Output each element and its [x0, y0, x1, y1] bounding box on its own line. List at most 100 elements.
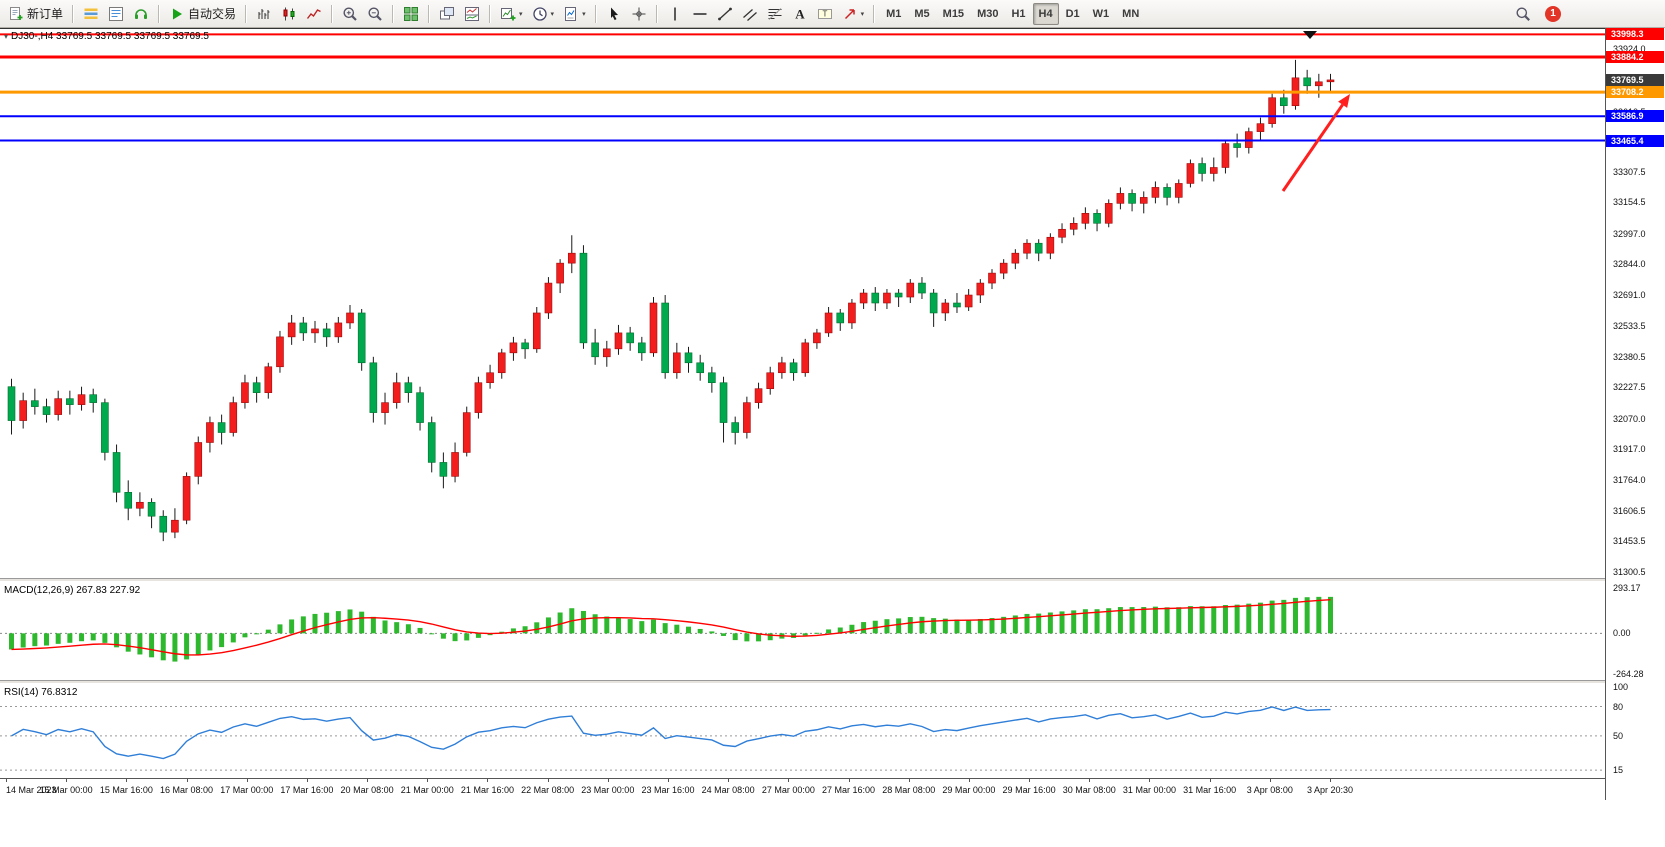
price-tick-label: 32691.0 [1613, 289, 1646, 300]
indicators-button[interactable]: ▾ [496, 3, 527, 25]
time-tick [908, 779, 910, 782]
market-watch-icon [84, 8, 98, 19]
candle-body [1303, 77, 1311, 87]
candle-body [754, 388, 763, 403]
candle-body [159, 515, 168, 533]
macd-bar [172, 633, 178, 662]
trendline-icon [717, 7, 732, 20]
crosshair-button[interactable] [627, 3, 651, 25]
templates-button[interactable]: ▾ [559, 3, 590, 25]
macd-bar [989, 618, 995, 634]
zoom-out-button[interactable] [363, 3, 387, 25]
candle-body [1233, 143, 1241, 148]
search-button[interactable] [1511, 3, 1535, 25]
timeframe-m1-label: M1 [886, 7, 902, 20]
data-window-button[interactable] [104, 3, 128, 25]
line-chart-button[interactable] [302, 3, 326, 25]
line-chart-icon [306, 8, 321, 19]
time-tick [1330, 779, 1331, 782]
candle-body [964, 294, 973, 308]
autotrading-button[interactable]: 自动交易 [165, 3, 240, 25]
macd-bar [650, 619, 656, 634]
fibonacci-button[interactable] [763, 3, 787, 25]
cursor-button[interactable] [602, 3, 626, 25]
price-scale[interactable]: 33924.033610.533307.533154.532997.032844… [1605, 28, 1665, 800]
market-watch-button[interactable] [79, 3, 103, 25]
timeframe-m30[interactable]: M30 [971, 3, 1004, 25]
candle-body [381, 402, 389, 413]
macd-bar [767, 633, 773, 641]
trend-arrow-annotation[interactable] [1281, 94, 1350, 192]
collapse-panel-icon[interactable]: ▾ [4, 32, 9, 41]
price-badge-33998.3: 33998.3 [1606, 28, 1664, 41]
time-axis-label: 16 Mar 08:00 [160, 785, 214, 795]
equidistant-channel-button[interactable] [738, 3, 762, 25]
time-axis-label: 21 Mar 16:00 [460, 785, 514, 795]
terminal-button[interactable] [129, 3, 153, 25]
timeframe-h4[interactable]: H4 [1032, 2, 1059, 25]
rsi-pane[interactable] [0, 684, 1605, 778]
macd-bar [242, 633, 248, 638]
candle-body [929, 292, 938, 314]
pane-divider[interactable] [0, 578, 1665, 582]
candle-body [813, 332, 821, 344]
macd-bar [277, 624, 283, 634]
candlestick-chart-button[interactable] [277, 3, 301, 25]
svg-text:A: A [795, 6, 805, 21]
timeframe-m15-label: M15 [942, 7, 965, 20]
arrows-button[interactable]: ▾ [838, 3, 869, 25]
candle-body [252, 382, 261, 393]
pane-divider[interactable] [0, 680, 1665, 684]
macd-bar [405, 624, 411, 634]
candle-body [1011, 252, 1020, 264]
toolbar-separator [72, 4, 75, 23]
horizontal-price-lines[interactable] [0, 33, 1605, 142]
timeframe-m1[interactable]: M1 [880, 3, 907, 25]
templates-icon [565, 6, 577, 21]
notification-badge[interactable]: 1 [1545, 5, 1561, 22]
arrange-windows-button[interactable] [460, 3, 484, 25]
horizontal-line-icon [693, 12, 707, 15]
trendline-button[interactable] [713, 3, 737, 25]
vertical-line-button[interactable] [663, 3, 687, 25]
chart-window: 33924.033610.533307.533154.532997.032844… [0, 28, 1665, 800]
candle-body [719, 382, 728, 423]
text-label-button[interactable]: T [813, 3, 837, 25]
toolbar-left-section: 新订单 自动交易 ▾ ▾ ▾ A T ▾ M1 M5 M15 M30 H1 H4 D1 W1 MN [4, 2, 1511, 25]
horizontal-line-button[interactable] [688, 3, 712, 25]
timeframe-mn[interactable]: MN [1116, 3, 1145, 25]
timeframe-w1[interactable]: W1 [1087, 3, 1116, 25]
candle-body [217, 422, 226, 433]
macd-bar [639, 621, 645, 634]
macd-bar [977, 618, 983, 634]
macd-bar [1071, 610, 1077, 634]
price-badge-33586.9: 33586.9 [1606, 110, 1664, 123]
time-tick [848, 779, 850, 782]
cascade-windows-button[interactable] [435, 3, 459, 25]
chart-title-text: DJ30-,H4 33769.5 33769.5 33769.5 33769.5 [11, 31, 209, 42]
macd-pane[interactable] [0, 582, 1605, 680]
main-chart-pane[interactable] [0, 28, 1605, 578]
candle-body [462, 412, 471, 453]
time-scale[interactable]: 14 Mar 2023 15 Mar 00:00 15 Mar 16:00 16 Ma… [0, 778, 1605, 800]
time-axis-label: 15 Mar 00:00 [39, 785, 93, 795]
time-tick [487, 779, 489, 782]
macd-bar [534, 622, 540, 634]
timeframe-h1[interactable]: H1 [1005, 3, 1031, 25]
periods-button[interactable]: ▾ [528, 3, 559, 25]
text-button[interactable]: A [788, 3, 812, 25]
new-order-button[interactable]: 新订单 [4, 3, 67, 25]
time-tick [728, 779, 730, 782]
tile-windows-button[interactable] [399, 3, 423, 25]
candle-body [276, 336, 284, 368]
macd-bar [1141, 607, 1147, 634]
zoom-in-button[interactable] [338, 3, 362, 25]
timeframe-d1[interactable]: D1 [1060, 3, 1086, 25]
candle-body [731, 422, 739, 433]
time-axis-label: 29 Mar 16:00 [1002, 785, 1056, 795]
time-axis-label: 14 Mar 2023 [6, 785, 57, 795]
timeframe-m5[interactable]: M5 [908, 3, 935, 25]
bar-chart-button[interactable] [252, 3, 276, 25]
timeframe-m15[interactable]: M15 [937, 3, 970, 25]
macd-bar [160, 633, 166, 661]
